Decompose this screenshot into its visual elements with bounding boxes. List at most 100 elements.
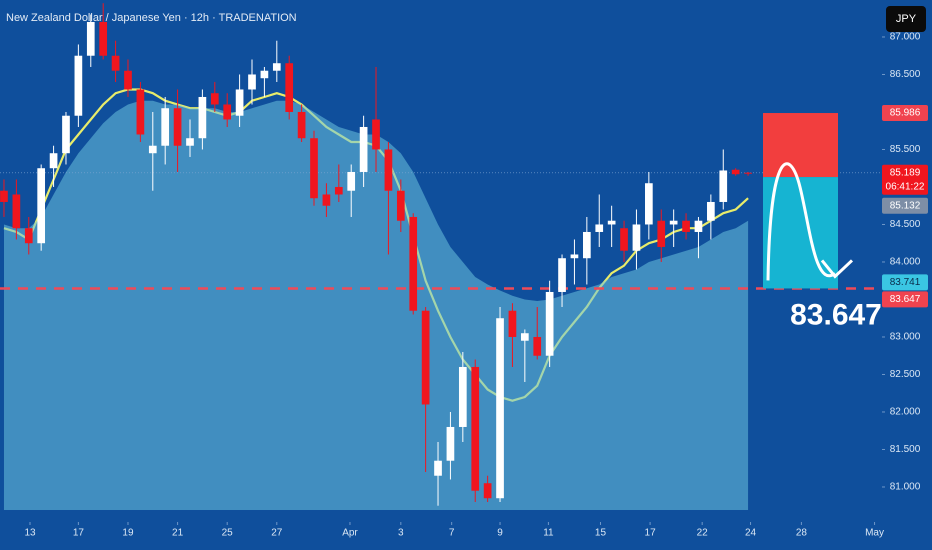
candle-body [310,138,318,199]
y-tick-label: 85.500 [890,144,921,155]
candle-body [136,89,145,135]
candle-body [645,183,653,225]
candle-body [458,366,467,427]
x-tick-label: 7 [449,528,455,539]
x-tick-label: 17 [73,528,85,539]
candle-body [496,318,504,499]
candle-body [570,254,579,259]
price-tag [882,164,928,195]
candle-body [223,104,232,120]
y-tick-label: 82.000 [890,407,921,418]
candle-body [272,63,281,71]
candle-body [434,460,442,476]
candle-body [707,201,715,221]
price-tag-label: 85.986 [890,108,921,119]
candle-body [372,119,380,150]
x-tick-label: 25 [222,528,234,539]
candle-body [731,169,740,175]
candle-body [285,63,294,112]
candle-body [62,115,70,154]
x-tick-label: 28 [796,528,808,539]
y-tick-label: 81.500 [890,444,921,455]
candle-body [334,186,343,195]
y-tick-label: 81.000 [890,482,921,493]
y-tick-label: 84.500 [890,219,921,230]
x-tick-label: 9 [497,528,503,539]
candle-body [86,21,95,56]
candle-body [409,216,418,311]
candle-body [632,224,641,251]
x-tick-label: 15 [595,528,607,539]
candle-body [186,138,194,146]
candle-body [483,483,492,499]
candle-body [533,336,542,356]
x-tick-label: 19 [122,528,134,539]
price-tag [882,274,928,291]
y-tick-label: 86.500 [890,69,921,80]
candle-body [595,224,604,232]
x-tick-label: 17 [645,528,657,539]
candle-body [248,74,256,90]
candle-body [173,108,182,146]
candle-body [396,190,405,221]
price-tag [882,291,928,308]
candle-body [148,145,157,154]
arrow-head [820,259,854,279]
x-tick-label: Apr [342,528,358,539]
x-tick-label: 21 [172,528,184,539]
candle-body [37,168,46,244]
y-tick-label: 87.000 [890,32,921,43]
candle-body [558,258,566,292]
x-tick-label: May [865,528,884,539]
y-tick-label: 83.000 [890,332,921,343]
candle-body [0,190,8,202]
chart-title: New Zealand Dollar / Japanese Yen · 12h … [6,12,297,24]
candle-body [235,89,244,116]
currency[interactable]: JPY [896,13,917,25]
stop-zone [763,113,838,178]
candle-body [384,149,393,191]
candle-body [719,170,728,202]
candle-body [210,93,219,105]
candle-body [694,220,703,232]
candle-body [545,291,554,356]
candle-body [471,366,480,491]
x-tick-label: 3 [398,528,404,539]
price-tag-label: 85.189 [890,167,921,178]
cloud-area [3,100,749,510]
candle-body [322,194,331,206]
candle-body [520,333,529,341]
candle-body [111,55,120,71]
candle-body [446,426,455,461]
candle-body [669,220,678,225]
target-big-label: 83.647 [790,298,882,331]
x-tick-label: 24 [745,528,757,539]
x-tick-label: 11 [543,528,554,539]
candle-body [161,108,170,146]
y-tick-label: 82.500 [890,369,921,380]
candle-body [620,228,628,251]
x-tick-label: 22 [697,528,709,539]
candle-body [359,126,368,172]
wave-arrow [766,162,836,281]
candle-body [682,220,690,232]
candle-body [607,220,616,225]
candle-body [347,171,356,191]
x-tick-label: 13 [24,528,36,539]
countdown: 06:41:22 [886,181,925,192]
candle-body [74,55,83,116]
price-tag [882,197,928,214]
candle-body [124,70,132,90]
candle-body [508,310,517,337]
candle-body [744,172,752,174]
y-tick-label: 84.000 [890,257,921,268]
candle-body [260,70,269,79]
price-tag-label: 83.741 [890,277,921,288]
candle-body [297,111,306,139]
currency-button[interactable] [886,6,926,32]
candle-body [24,228,33,244]
candle-body [582,231,591,259]
x-tick-label: 27 [271,528,283,539]
candle-body [49,153,58,169]
